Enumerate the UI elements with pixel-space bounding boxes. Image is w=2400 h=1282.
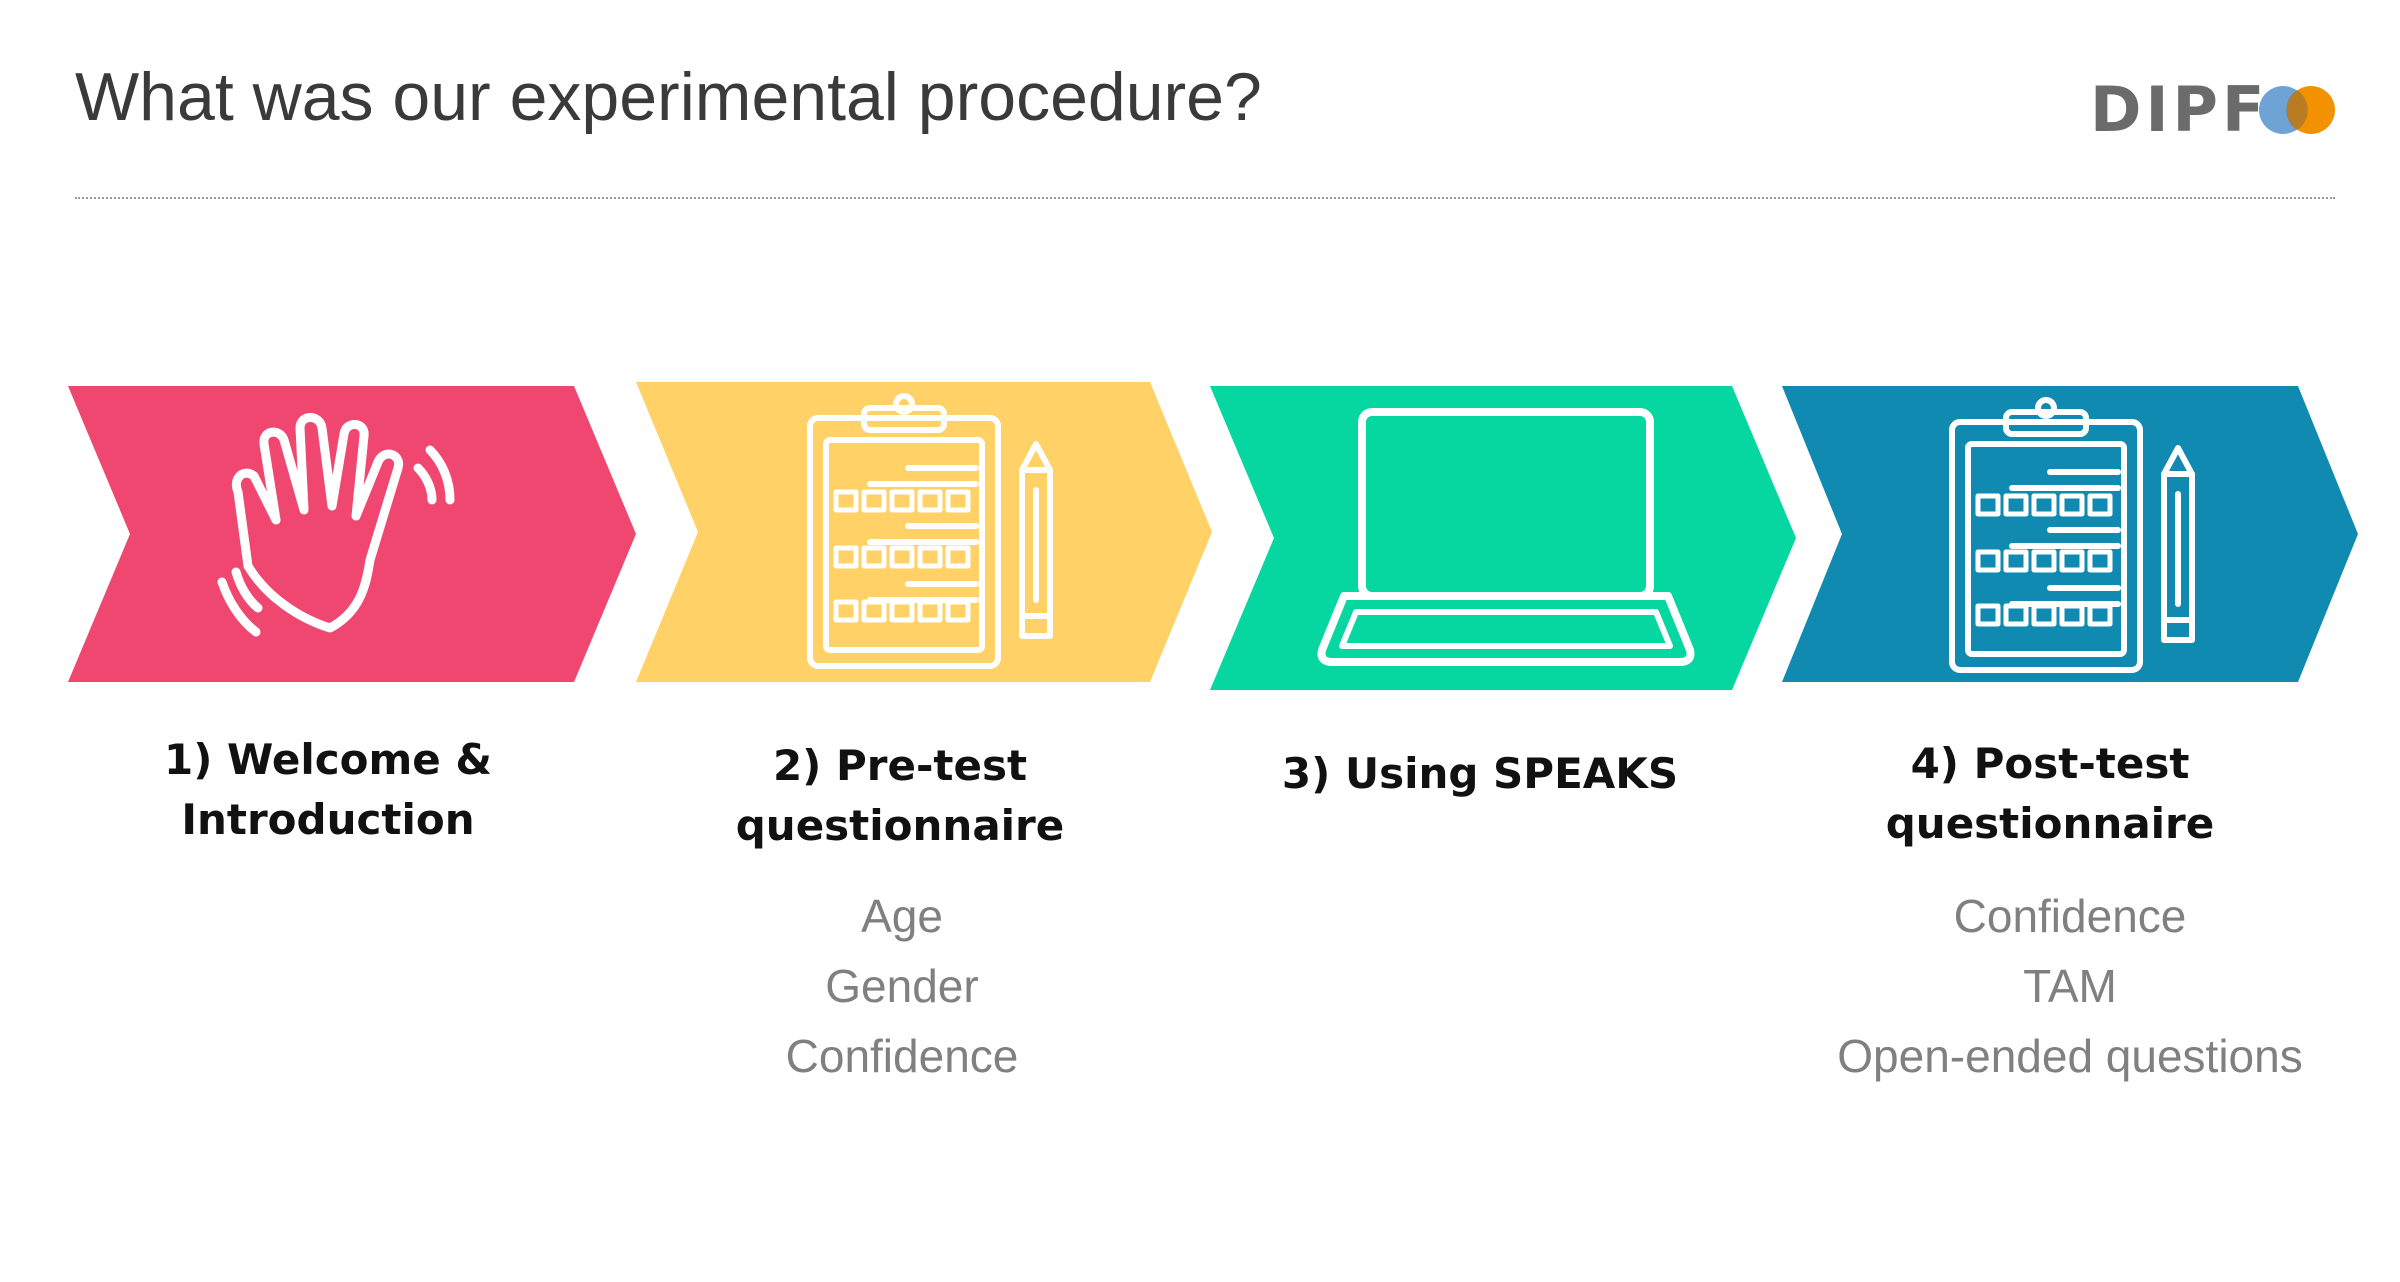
list-item: TAM [2023, 960, 2117, 1012]
step-4-label-line2: questionnaire [1885, 799, 2215, 848]
step-4-chevron [1782, 386, 2358, 682]
clipboard-pencil-icon [1949, 397, 2195, 673]
page-title: What was our experimental procedure? [75, 59, 1262, 135]
step-2-chevron [636, 382, 1212, 682]
step-2-label-line2: questionnaire [735, 801, 1065, 850]
logo-text: DIPF [2090, 73, 2269, 146]
waving-hand-icon [217, 413, 455, 637]
list-item: Gender [825, 960, 979, 1012]
step-3-chevron [1210, 386, 1796, 690]
step-4-items: Confidence TAM Open-ended questions [1790, 881, 2350, 1091]
dipf-logo: DIPF [2090, 70, 2340, 150]
clipboard-pencil-icon [807, 393, 1053, 669]
step-3-label: 3) Using SPEAKS [1220, 744, 1740, 804]
laptop-icon [1317, 408, 1695, 666]
step-2-label-line1: 2) Pre-test [772, 741, 1028, 790]
step-3-label-line1: 3) Using SPEAKS [1281, 749, 1679, 798]
title-divider [75, 197, 2335, 199]
step-1-label-line1: 1) Welcome & [163, 735, 492, 784]
step-4-label: 4) Post-test questionnaire [1790, 734, 2310, 854]
step-1-chevron [68, 386, 636, 682]
list-item: Age [861, 890, 943, 942]
logo-circles-icon [2259, 86, 2335, 134]
list-item: Confidence [1953, 890, 2187, 942]
step-4-label-line1: 4) Post-test [1910, 739, 2190, 788]
list-item: Confidence [785, 1030, 1019, 1082]
step-1-label: 1) Welcome & Introduction [68, 730, 588, 850]
step-2-label: 2) Pre-test questionnaire [640, 736, 1160, 856]
list-item: Open-ended questions [1837, 1030, 2303, 1082]
step-1-label-line2: Introduction [181, 795, 475, 844]
step-2-items: Age Gender Confidence [622, 881, 1182, 1091]
